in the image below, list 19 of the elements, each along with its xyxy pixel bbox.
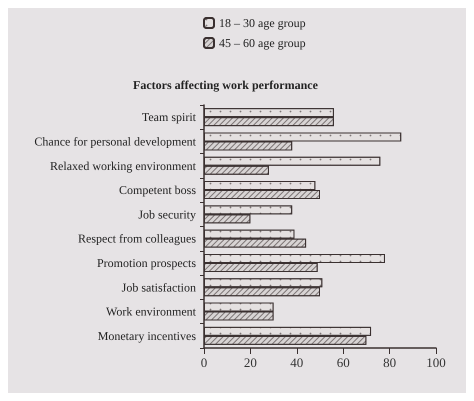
y-tick-label: Work environment — [106, 304, 197, 319]
y-tick-label: Competent boss — [119, 183, 196, 198]
x-tick-label: 20 — [244, 355, 257, 370]
chart-title: Factors affecting work performance — [133, 78, 319, 92]
y-tick-label: Team spirit — [142, 110, 197, 124]
legend-label: 18 – 30 age group — [219, 16, 306, 30]
x-tick-label: 60 — [336, 355, 350, 370]
x-tick-label: 80 — [383, 355, 396, 370]
y-tick-label: Chance for personal development — [34, 134, 197, 148]
y-tick-label: Promotion prospects — [97, 256, 196, 270]
x-tick-label: 40 — [290, 355, 304, 370]
y-tick-label: Monetary incentives — [98, 328, 196, 343]
y-tick-label: Job security — [138, 207, 196, 222]
y-tick-label: Relaxed working environment — [50, 158, 197, 173]
y-tick-label: Respect from colleagues — [78, 232, 196, 246]
x-tick-label: 100 — [426, 355, 446, 370]
x-tick-label: 0 — [200, 355, 208, 370]
legend-label: 45 – 60 age group — [219, 36, 306, 50]
y-tick-label: Job satisfaction — [122, 280, 196, 294]
